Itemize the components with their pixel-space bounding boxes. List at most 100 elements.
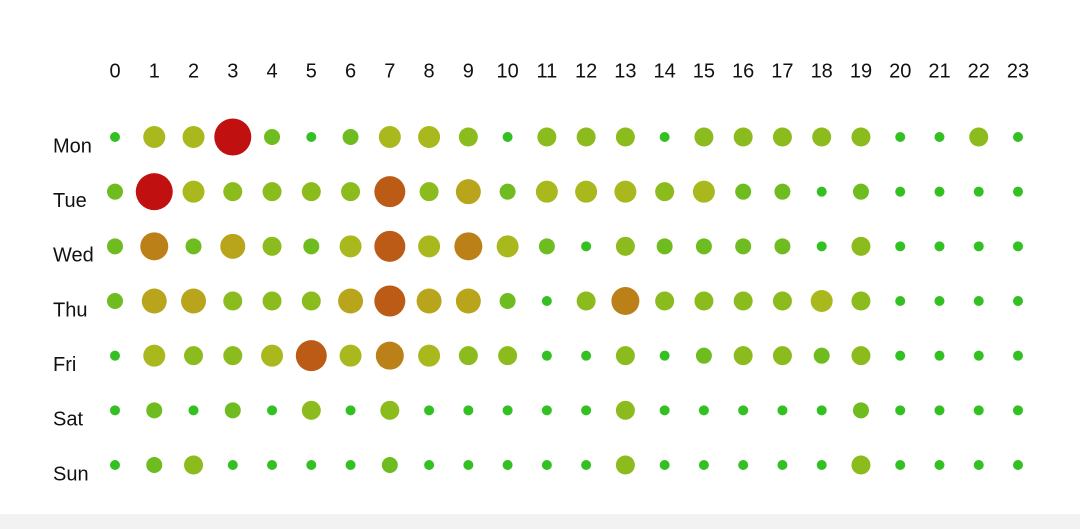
punch-dot xyxy=(220,233,246,259)
hour-label: 23 xyxy=(1007,60,1029,82)
punch-dot xyxy=(934,186,945,197)
punch-dot xyxy=(659,132,670,142)
punch-dot xyxy=(502,132,513,142)
hour-label: 11 xyxy=(536,60,557,82)
punch-dot xyxy=(135,173,173,211)
punch-dot xyxy=(772,346,792,366)
punch-dot xyxy=(185,238,202,255)
punch-dot xyxy=(463,405,474,416)
punch-dot xyxy=(345,405,356,416)
punch-dot xyxy=(576,291,596,311)
hour-label: 20 xyxy=(889,60,911,82)
hour-label: 7 xyxy=(384,60,395,82)
punch-dot xyxy=(810,290,833,312)
punch-dot xyxy=(374,230,406,262)
punch-dot xyxy=(615,455,635,475)
punch-dot xyxy=(182,126,205,148)
punch-dot xyxy=(418,126,441,148)
punch-dot xyxy=(735,183,752,200)
punch-dot xyxy=(973,296,984,306)
day-label: Tue xyxy=(53,190,87,212)
punch-dot xyxy=(973,350,984,361)
punch-dot xyxy=(851,236,871,256)
punch-dot xyxy=(107,183,123,200)
punch-dot xyxy=(541,460,552,470)
punch-dot xyxy=(301,182,321,202)
punch-dot xyxy=(659,350,670,361)
punch-dot xyxy=(611,287,640,315)
punch-dot xyxy=(777,405,788,416)
punch-dot xyxy=(1013,460,1023,470)
punch-dot xyxy=(695,347,712,364)
day-label: Wed xyxy=(53,245,94,267)
hour-label: 18 xyxy=(811,60,833,82)
punch-dot xyxy=(502,460,513,470)
punch-dot xyxy=(110,132,120,142)
punch-dot xyxy=(110,405,120,416)
punch-dot xyxy=(895,296,906,306)
punch-dot xyxy=(851,346,871,366)
punch-dot xyxy=(812,127,832,147)
punch-dot xyxy=(581,460,592,470)
punch-dot xyxy=(774,183,791,200)
punch-dot xyxy=(374,176,406,208)
hour-label: 1 xyxy=(149,60,160,82)
hour-label: 12 xyxy=(575,60,597,82)
punch-dot xyxy=(581,405,592,416)
punch-dot xyxy=(973,460,984,470)
punch-dot xyxy=(655,291,675,311)
punch-dot xyxy=(895,460,906,470)
punch-dot xyxy=(934,460,945,470)
punch-dot xyxy=(418,235,441,258)
hour-label: 17 xyxy=(771,60,793,82)
punch-dot xyxy=(338,288,364,314)
punch-dot xyxy=(1013,350,1023,361)
punch-dot xyxy=(541,350,552,361)
punch-dot xyxy=(772,127,792,147)
punch-dot xyxy=(110,350,120,361)
punch-dot xyxy=(895,350,906,361)
punch-dot xyxy=(374,285,406,317)
punch-dot xyxy=(615,127,635,147)
hour-label: 14 xyxy=(654,60,676,82)
hour-label: 15 xyxy=(693,60,715,82)
hour-label: 10 xyxy=(496,60,518,82)
punch-dot xyxy=(1013,186,1023,197)
punch-dot xyxy=(223,291,243,311)
punch-dot xyxy=(659,405,670,416)
hour-label: 5 xyxy=(306,60,317,82)
punch-dot xyxy=(973,241,984,252)
punch-dot xyxy=(851,455,871,475)
punch-dot xyxy=(141,288,167,314)
punch-dot xyxy=(694,127,714,147)
punch-dot xyxy=(735,238,752,255)
punch-dot xyxy=(813,347,830,364)
punch-dot xyxy=(214,118,252,156)
punch-dot xyxy=(852,402,869,419)
day-label: Fri xyxy=(53,354,76,376)
punch-dot xyxy=(694,291,714,311)
punch-dot xyxy=(851,127,871,147)
punch-dot xyxy=(424,405,435,416)
punch-dot xyxy=(692,180,715,203)
punch-dot xyxy=(223,346,243,366)
punch-dot xyxy=(262,236,282,256)
punch-dot xyxy=(541,296,552,306)
punch-dot xyxy=(499,183,516,200)
punch-dot xyxy=(295,340,327,372)
punch-dot xyxy=(816,460,827,470)
hour-label: 4 xyxy=(266,60,277,82)
punch-dot xyxy=(498,346,518,366)
punch-dot xyxy=(576,127,596,147)
punch-dot xyxy=(733,346,753,366)
day-label: Sat xyxy=(53,409,83,431)
punch-dot xyxy=(973,186,984,197)
punch-dot xyxy=(378,126,401,148)
punch-dot xyxy=(227,460,238,470)
punch-dot xyxy=(934,350,945,361)
punch-dot xyxy=(502,405,513,416)
punch-dot xyxy=(895,405,906,416)
punch-dot xyxy=(581,350,592,361)
punch-dot xyxy=(181,288,207,314)
punch-dot xyxy=(146,457,163,473)
